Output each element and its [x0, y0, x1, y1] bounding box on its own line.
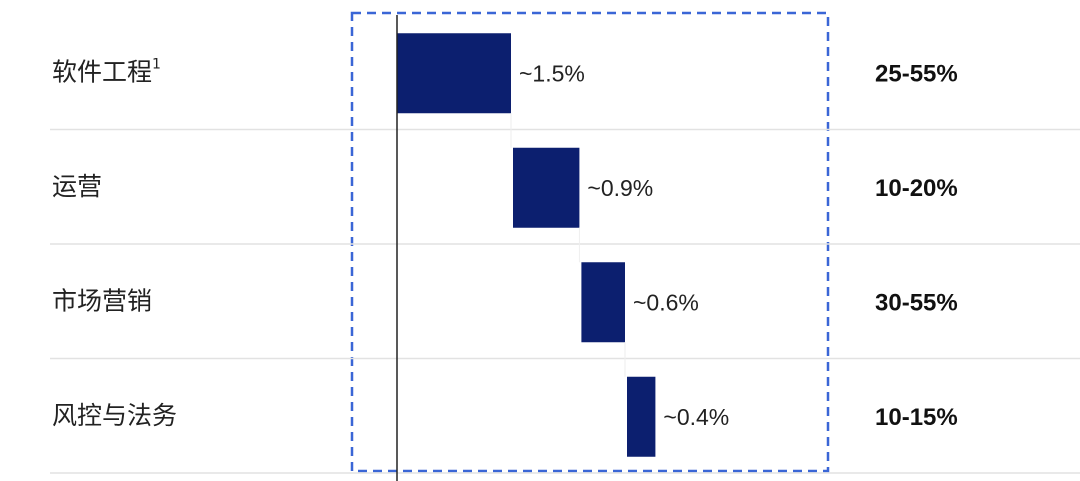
category-label: 软件工程1	[52, 56, 161, 86]
category-label: 运营	[52, 172, 102, 201]
category-text: 市场营销	[52, 286, 152, 315]
value-label: ~0.4%	[663, 404, 729, 430]
range-label: 25-55%	[875, 61, 958, 88]
range-label: 30-55%	[875, 290, 958, 317]
category-text: 运营	[52, 172, 102, 201]
range-label: 10-15%	[875, 404, 958, 431]
bar	[513, 147, 580, 228]
category-label: 风控与法务	[52, 401, 177, 430]
category-text: 软件工程	[52, 57, 152, 86]
footnote-mark: 1	[152, 56, 161, 72]
bar	[581, 262, 625, 343]
category-label: 市场营销	[52, 286, 152, 315]
value-label: ~1.5%	[519, 60, 585, 86]
highlight-box	[350, 11, 830, 473]
value-label: ~0.6%	[633, 289, 699, 315]
range-label: 10-20%	[875, 175, 958, 202]
bar	[397, 33, 511, 114]
value-label: ~0.9%	[587, 175, 653, 201]
bar	[627, 376, 656, 457]
category-text: 风控与法务	[52, 401, 177, 430]
